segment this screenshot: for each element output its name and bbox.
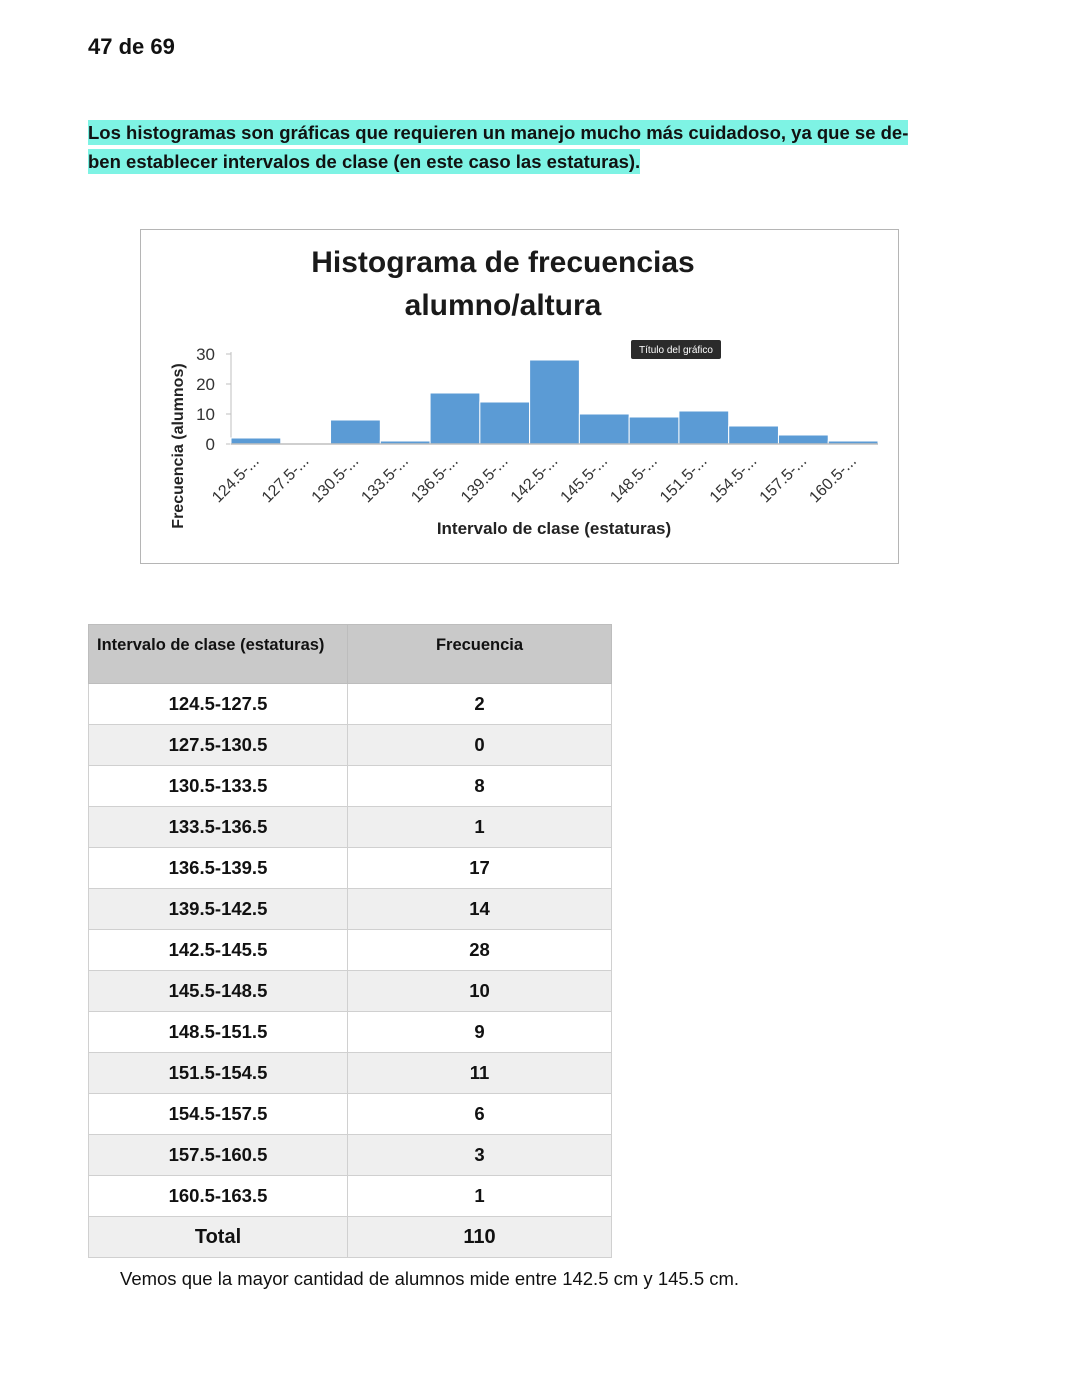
frequency-cell: 0 [347,724,612,766]
table-row: 151.5-154.5 11 [88,1052,612,1094]
frequency-cell: 1 [347,806,612,848]
x-tick-label: 136.5-... [408,453,462,507]
table-row: 124.5-127.5 2 [88,683,612,725]
histogram-chart[interactable]: Histograma de frecuencias alumno/altura 0 1… [140,229,899,564]
histogram-bar [479,401,531,445]
x-tick-label: 139.5-... [458,453,512,507]
x-axis-title: Intervalo de clase (estaturas) [437,519,671,538]
interval-cell: 154.5-157.5 [88,1093,348,1135]
histogram-bar [230,437,282,445]
frequency-table: Intervalo de clase (estaturas) Frecuenci… [88,624,612,1258]
table-row: 157.5-160.5 3 [88,1134,612,1176]
table-row: 133.5-136.5 1 [88,806,612,848]
x-tick-label: 145.5-... [558,453,612,507]
chart-title-line-2: alumno/altura [405,289,602,322]
frequency-cell: 2 [347,683,612,725]
frequency-cell: 11 [347,1052,612,1094]
intro-paragraph: Los histogramas son gráficas que requier… [88,118,1008,176]
table-row: 145.5-148.5 10 [88,970,612,1012]
page-indicator: 47 de 69 [88,34,175,59]
histogram-bar [777,434,829,445]
histogram-bar [678,410,730,445]
frequency-cell: 1 [347,1175,612,1217]
histogram-bar [628,416,680,445]
x-tick-label: 127.5-... [259,453,313,507]
table-row: 154.5-157.5 6 [88,1093,612,1135]
y-tick-label: 0 [206,435,215,454]
x-tick-label: 124.5-... [209,453,263,507]
total-row: Total 110 [88,1216,612,1258]
histogram-bar [578,413,630,445]
interval-cell: 148.5-151.5 [88,1011,348,1053]
interval-cell: 142.5-145.5 [88,929,348,971]
histogram-bar [529,359,580,445]
table-row: 148.5-151.5 9 [88,1011,612,1053]
table-row: 139.5-142.5 14 [88,888,612,930]
interval-cell: 127.5-130.5 [88,724,348,766]
histogram-bar [429,392,481,445]
y-axis-title: Frecuencia (alumnos) [170,363,187,528]
x-tick-label: 130.5-... [309,453,363,507]
frequency-cell: 28 [347,929,612,971]
tooltip-text: Título del gráfico [639,345,713,356]
interval-cell: 136.5-139.5 [88,847,348,889]
table-row: 130.5-133.5 8 [88,765,612,807]
histogram-svg: Histograma de frecuenciasalumno/altura01… [170,246,879,538]
total-label: Total [88,1216,348,1258]
x-tick-label: 133.5-... [358,453,412,507]
interval-cell: 151.5-154.5 [88,1052,348,1094]
frequency-cell: 6 [347,1093,612,1135]
x-tick-label: 142.5-... [508,453,562,507]
y-tick-label: 20 [196,375,215,394]
histogram-bar [728,425,779,445]
frequency-cell: 9 [347,1011,612,1053]
interval-cell: 157.5-160.5 [88,1134,348,1176]
header-interval: Intervalo de clase (estaturas) [88,624,348,684]
frequency-cell: 14 [347,888,612,930]
total-value: 110 [347,1216,612,1258]
interval-cell: 133.5-136.5 [88,806,348,848]
x-tick-label: 160.5-... [806,453,860,507]
table-row: 160.5-163.5 1 [88,1175,612,1217]
chart-title-line-1: Histograma de frecuencias [311,246,694,279]
frequency-cell: 8 [347,765,612,807]
histogram-bar [330,419,381,445]
table-row: 127.5-130.5 0 [88,724,612,766]
table-row: 136.5-139.5 17 [88,847,612,889]
frequency-cell: 3 [347,1134,612,1176]
conclusion-text: Vemos que la mayor cantidad de alumnos m… [120,1268,740,1289]
interval-cell: 130.5-133.5 [88,765,348,807]
paragraph-line-1-wrap: Los histogramas son gráficas que requier… [88,118,1008,147]
paragraph-line-1: Los histogramas son gráficas que requier… [88,120,909,145]
header-frequency: Frecuencia [347,624,612,684]
x-tick-label: 157.5-... [757,453,811,507]
x-tick-label: 151.5-... [657,453,711,507]
y-tick-label: 10 [196,405,215,424]
frequency-cell: 10 [347,970,612,1012]
paragraph-line-2-wrap: ben establecer intervalos de clase (en e… [88,147,1008,176]
x-tick-label: 148.5-... [607,453,661,507]
interval-cell: 124.5-127.5 [88,683,348,725]
interval-cell: 160.5-163.5 [88,1175,348,1217]
y-tick-label: 30 [196,345,215,364]
interval-cell: 139.5-142.5 [88,888,348,930]
interval-cell: 145.5-148.5 [88,970,348,1012]
table-header-row: Intervalo de clase (estaturas) Frecuenci… [88,624,612,684]
frequency-cell: 17 [347,847,612,889]
table-row: 142.5-145.5 28 [88,929,612,971]
paragraph-line-2: ben establecer intervalos de clase (en e… [88,149,641,174]
x-tick-label: 154.5-... [707,453,761,507]
tooltip-box [631,340,721,359]
